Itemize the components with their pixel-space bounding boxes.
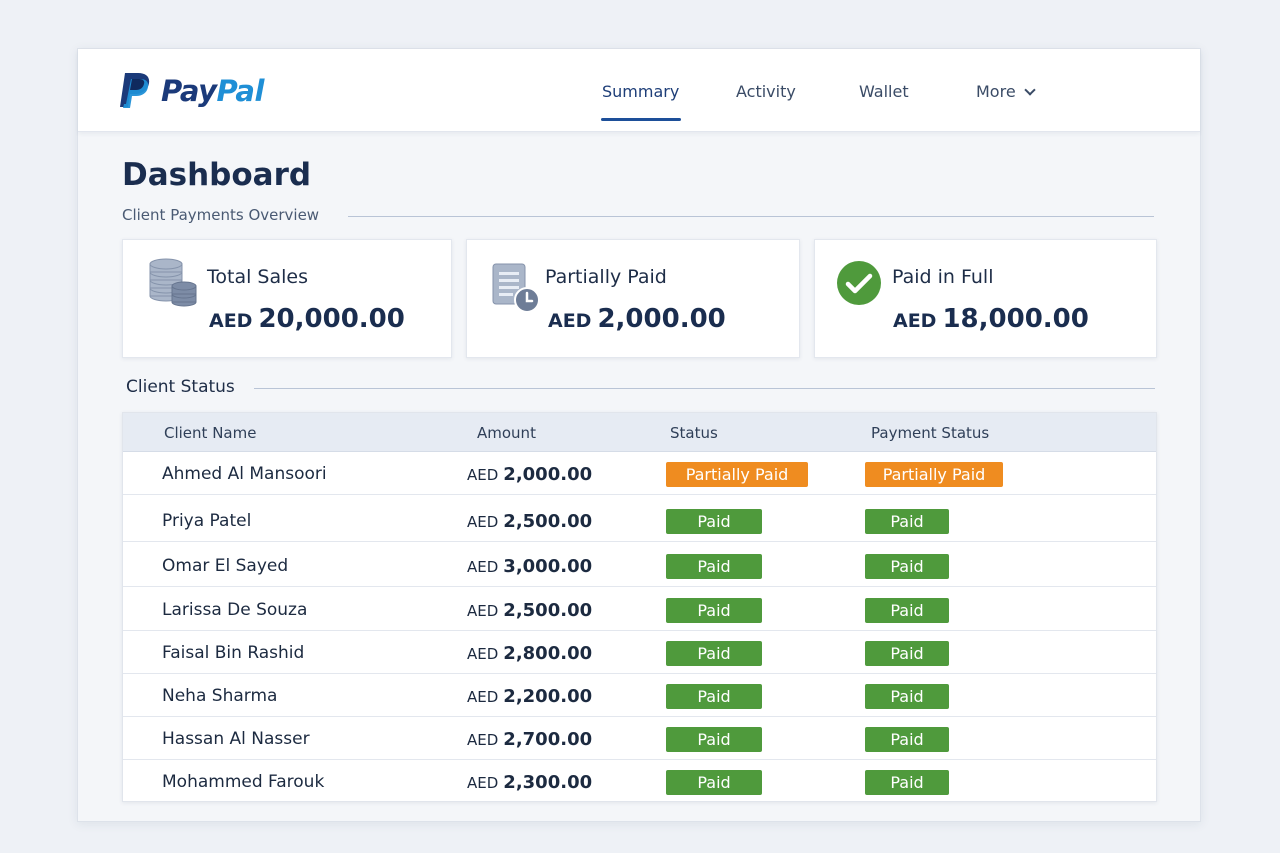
currency-code: AED — [467, 731, 499, 749]
column-header-payment-status[interactable]: Payment Status — [871, 424, 990, 442]
amount-cell: AED 2,800.00 — [467, 643, 592, 664]
client-status-table: Client Name Amount Status Payment Status… — [122, 412, 1157, 802]
payment-status-badge: Paid — [865, 684, 949, 709]
card-value: AED 20,000.00 — [209, 304, 405, 334]
paypal-wordmark: PayPal — [161, 74, 264, 108]
card-value: AED 18,000.00 — [893, 304, 1089, 334]
amount-cell: AED 2,500.00 — [467, 511, 592, 532]
table-row[interactable]: Larissa De Souza AED 2,500.00 Paid Paid — [123, 588, 1156, 631]
amount-value: 20,000.00 — [258, 304, 405, 334]
payment-status-badge: Paid — [865, 770, 949, 795]
check-circle-icon — [837, 261, 881, 305]
nav-tab-more[interactable]: More — [976, 82, 1036, 101]
invoice-clock-icon — [492, 263, 540, 313]
paypal-logo[interactable]: PayPal — [119, 71, 264, 111]
payment-status-badge: Paid — [865, 554, 949, 579]
status-badge: Paid — [666, 641, 762, 666]
amount-value: 2,300.00 — [503, 772, 593, 793]
status-badge: Paid — [666, 727, 762, 752]
card-label: Paid in Full — [892, 266, 994, 288]
currency-code: AED — [467, 558, 499, 576]
amount-value: 2,800.00 — [503, 643, 593, 664]
nav-tab-activity[interactable]: Activity — [736, 82, 796, 101]
amount-cell: AED 2,700.00 — [467, 729, 592, 750]
client-name-cell: Ahmed Al Mansoori — [162, 464, 327, 484]
nav-tab-summary[interactable]: Summary — [602, 82, 680, 101]
payment-status-badge: Partially Paid — [865, 462, 1003, 487]
nav-tab-more-label: More — [976, 82, 1016, 101]
card-value: AED 2,000.00 — [548, 304, 726, 334]
brand-name-part2: Pal — [216, 74, 264, 108]
brand-name-part1: Pay — [161, 74, 217, 108]
column-header-amount[interactable]: Amount — [477, 424, 536, 442]
partially-paid-card[interactable]: Partially Paid AED 2,000.00 — [466, 239, 800, 358]
client-name-cell: Mohammed Farouk — [162, 772, 325, 792]
table-row[interactable]: Faisal Bin Rashid AED 2,800.00 Paid Paid — [123, 631, 1156, 674]
payment-status-badge: Paid — [865, 509, 949, 534]
amount-cell: AED 2,200.00 — [467, 686, 592, 707]
page-title: Dashboard — [122, 157, 312, 193]
table-row[interactable]: Priya Patel AED 2,500.00 Paid Paid — [123, 499, 1156, 542]
card-label: Partially Paid — [545, 266, 667, 288]
active-tab-indicator — [601, 118, 681, 121]
table-row[interactable]: Neha Sharma AED 2,200.00 Paid Paid — [123, 674, 1156, 717]
table-row[interactable]: Hassan Al Nasser AED 2,700.00 Paid Paid — [123, 717, 1156, 760]
currency-code: AED — [467, 602, 499, 620]
table-row[interactable]: Mohammed Farouk AED 2,300.00 Paid Paid — [123, 760, 1156, 803]
status-badge: Paid — [666, 770, 762, 795]
amount-cell: AED 2,000.00 — [467, 464, 592, 485]
status-badge: Paid — [666, 554, 762, 579]
amount-cell: AED 3,000.00 — [467, 556, 592, 577]
divider — [254, 388, 1155, 389]
client-name-cell: Hassan Al Nasser — [162, 729, 310, 749]
top-navigation-bar: PayPal Summary Activity Wallet More — [78, 49, 1200, 132]
coins-stack-icon — [149, 258, 197, 307]
table-header: Client Name Amount Status Payment Status — [123, 413, 1156, 452]
client-name-cell: Faisal Bin Rashid — [162, 643, 305, 663]
amount-value: 2,700.00 — [503, 729, 593, 750]
amount-cell: AED 2,300.00 — [467, 772, 592, 793]
client-name-cell: Omar El Sayed — [162, 556, 289, 576]
paypal-logo-icon — [120, 73, 150, 108]
currency-code: AED — [893, 310, 937, 332]
chevron-down-icon — [1024, 84, 1036, 96]
amount-cell: AED 2,500.00 — [467, 600, 592, 621]
amount-value: 18,000.00 — [942, 304, 1089, 334]
client-name-cell: Larissa De Souza — [162, 600, 308, 620]
paid-in-full-card[interactable]: Paid in Full AED 18,000.00 — [814, 239, 1157, 358]
amount-value: 2,200.00 — [503, 686, 593, 707]
table-row[interactable]: Ahmed Al Mansoori AED 2,000.00 Partially Pa… — [123, 452, 1156, 495]
currency-code: AED — [548, 310, 592, 332]
column-header-status[interactable]: Status — [670, 424, 718, 442]
payment-status-badge: Paid — [865, 598, 949, 623]
table-row[interactable]: Omar El Sayed AED 3,000.00 Paid Paid — [123, 544, 1156, 587]
page-subtitle: Client Payments Overview — [122, 206, 320, 224]
client-name-cell: Priya Patel — [162, 511, 252, 531]
currency-code: AED — [467, 466, 499, 484]
payment-status-badge: Paid — [865, 727, 949, 752]
amount-value: 2,000.00 — [597, 304, 726, 334]
card-label: Total Sales — [207, 266, 308, 288]
currency-code: AED — [209, 310, 253, 332]
status-badge: Partially Paid — [666, 462, 808, 487]
status-badge: Paid — [666, 684, 762, 709]
client-name-cell: Neha Sharma — [162, 686, 278, 706]
total-sales-card[interactable]: Total Sales AED 20,000.00 — [122, 239, 452, 358]
currency-code: AED — [467, 774, 499, 792]
status-badge: Paid — [666, 598, 762, 623]
currency-code: AED — [467, 645, 499, 663]
divider — [348, 216, 1154, 217]
column-header-client-name[interactable]: Client Name — [164, 424, 257, 442]
amount-value: 2,500.00 — [503, 511, 593, 532]
section-title: Client Status — [126, 377, 235, 397]
currency-code: AED — [467, 688, 499, 706]
nav-tab-wallet[interactable]: Wallet — [859, 82, 909, 101]
amount-value: 2,500.00 — [503, 600, 593, 621]
app-window: PayPal Summary Activity Wallet More Dash… — [77, 48, 1201, 822]
amount-value: 3,000.00 — [503, 556, 593, 577]
status-badge: Paid — [666, 509, 762, 534]
currency-code: AED — [467, 513, 499, 531]
payment-status-badge: Paid — [865, 641, 949, 666]
amount-value: 2,000.00 — [503, 464, 593, 485]
